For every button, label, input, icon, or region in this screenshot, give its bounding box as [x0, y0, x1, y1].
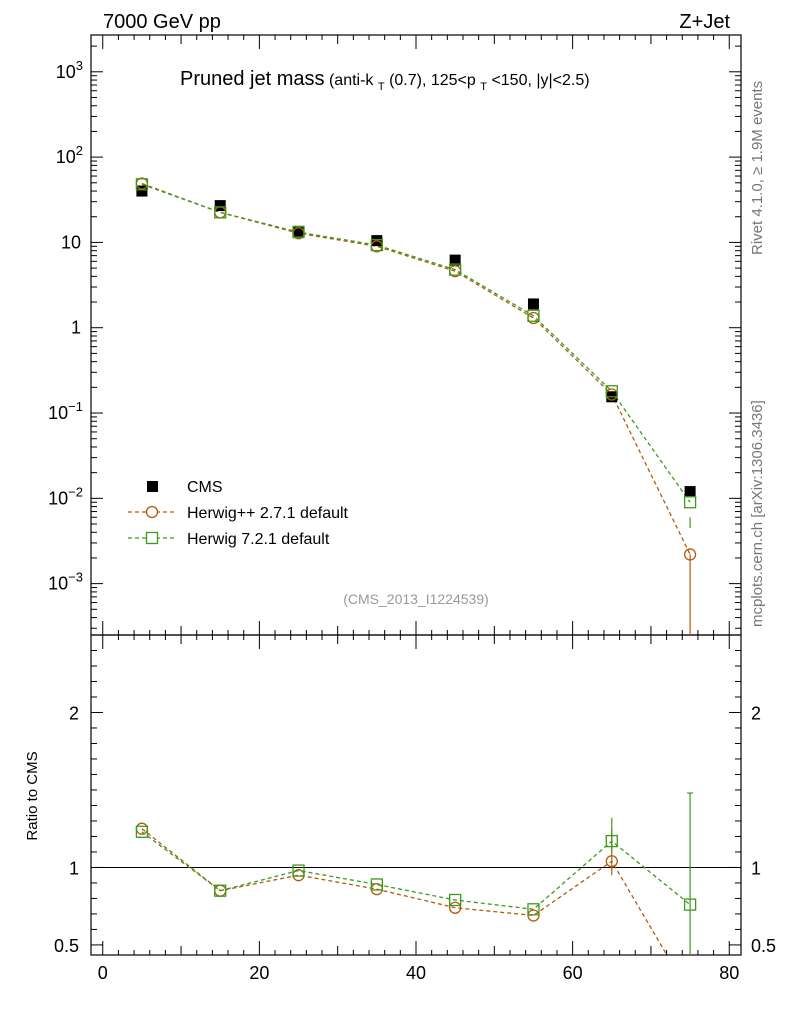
point-herwigpp: [683, 548, 697, 561]
point-herwig7: [605, 385, 618, 398]
header-left: 7000 GeV pp: [103, 11, 221, 33]
main-ytick-base: 1: [71, 318, 81, 338]
xtick-label: 0: [98, 963, 108, 983]
main-ytick-label: 1: [71, 318, 81, 338]
point-herwig7: [292, 225, 305, 239]
rivet-label: Rivet 4.1.0, ≥ 1.9M events: [749, 81, 766, 255]
main-ytick-base: 10: [48, 488, 68, 508]
ratio-ytick-label-right: 2: [751, 703, 761, 723]
main-ytick-base: 10: [56, 147, 76, 167]
ratio-point-herwig7: [292, 864, 305, 877]
mcplots-label: mcplots.cern.ch [arXiv:1306.3436]: [749, 400, 766, 627]
ratio-point-herwig7: [683, 898, 697, 911]
series-layer: [135, 177, 697, 635]
xtick-label: 80: [719, 963, 739, 983]
main-ytick-label: 10−3: [48, 570, 83, 594]
ratio-ytick-label: 2: [69, 703, 79, 723]
ratio-ytick-label: 1: [69, 858, 79, 878]
ratio-y-axis: 0.5 0.5 1 1 2 2: [54, 649, 776, 956]
series-line-herwigpp: [141, 182, 691, 555]
series-line-herwig7: [141, 183, 691, 503]
main-ytick-exponent: 2: [76, 143, 83, 158]
ratio-frame: [90, 634, 742, 956]
legend-label-herwig7: Herwig 7.2.1 default: [187, 531, 330, 548]
ratio-point-herwig7: [135, 825, 149, 838]
main-ytick-exponent: 3: [76, 58, 83, 73]
point-cms: [293, 225, 305, 237]
main-ytick-base: 10: [48, 403, 68, 423]
ratio-ylabel: Ratio to CMS: [24, 751, 41, 840]
main-ytick-label: 103: [56, 58, 83, 82]
ratio-point-herwigpp: [449, 901, 462, 914]
point-herwig7: [370, 238, 383, 252]
ratio-point-herwig7: [605, 834, 618, 848]
title-sub-2: (0.7), 125<p: [389, 72, 476, 89]
xtick-label: 60: [563, 963, 583, 983]
main-ytick-exponent: −2: [68, 484, 83, 499]
main-ytick-label: 10−2: [48, 484, 83, 508]
main-ytick-exponent: −1: [68, 399, 83, 414]
ratio-ytick-label-right: 1: [751, 858, 761, 878]
point-herwig7: [449, 263, 462, 276]
title-sub-3: <150, |y|<2.5): [491, 72, 589, 89]
ratio-point-herwig7: [449, 893, 462, 907]
point-herwig7: [135, 178, 149, 191]
main-ytick-base: 10: [56, 62, 76, 82]
ratio-point-herwigpp: [527, 909, 540, 922]
xtick-label: 40: [406, 963, 426, 983]
main-ytick-base: 10: [48, 574, 68, 594]
legend-marker-herwigpp: [145, 505, 159, 519]
legend-label-cms: CMS: [187, 479, 223, 496]
legend-label-herwigpp: Herwig++ 2.7.1 default: [187, 505, 349, 522]
point-cms: [527, 298, 539, 310]
plot-title: Pruned jet mass (anti-k T (0.7), 125<p T…: [180, 68, 590, 94]
ratio-ytick-label: 0.5: [54, 936, 79, 956]
title-sub-1: (anti-k: [329, 72, 374, 89]
point-cms: [684, 486, 696, 498]
x-axis: 0 20 40 60 80: [98, 35, 739, 983]
main-ytick-base: 10: [61, 232, 81, 252]
point-herwig7: [683, 496, 697, 509]
ratio-point-herwig7: [527, 903, 540, 916]
xtick-label: 20: [249, 963, 269, 983]
ratio-point-herwig7: [214, 884, 227, 897]
ratio-point-herwigpp: [605, 855, 618, 868]
point-cms: [214, 200, 226, 212]
main-ytick-label: 10−1: [48, 399, 83, 423]
ratio-series-layer: [135, 792, 697, 956]
main-ytick-label: 102: [56, 143, 83, 167]
point-herwig7: [214, 206, 227, 219]
title-sub-T2: T: [480, 81, 487, 93]
main-ytick-exponent: −3: [68, 570, 83, 585]
analysis-label: (CMS_2013_I1224539): [343, 591, 489, 607]
ratio-ytick-label-right: 0.5: [751, 936, 776, 956]
header-right: Z+Jet: [679, 11, 730, 33]
legend: CMS Herwig++ 2.7.1 default Herwig 7.2.1 …: [128, 479, 349, 548]
ratio-line-herwigpp: [141, 828, 668, 956]
title-main: Pruned jet mass: [180, 68, 325, 90]
point-herwig7: [527, 309, 540, 322]
ratio-point-herwig7: [370, 878, 383, 891]
point-cms: [449, 254, 461, 266]
point-cms: [136, 185, 148, 197]
legend-marker-herwig7: [145, 531, 159, 545]
title-sub-T1: T: [378, 81, 385, 93]
main-ytick-label: 10: [61, 232, 81, 252]
legend-marker-cms: [147, 481, 158, 492]
